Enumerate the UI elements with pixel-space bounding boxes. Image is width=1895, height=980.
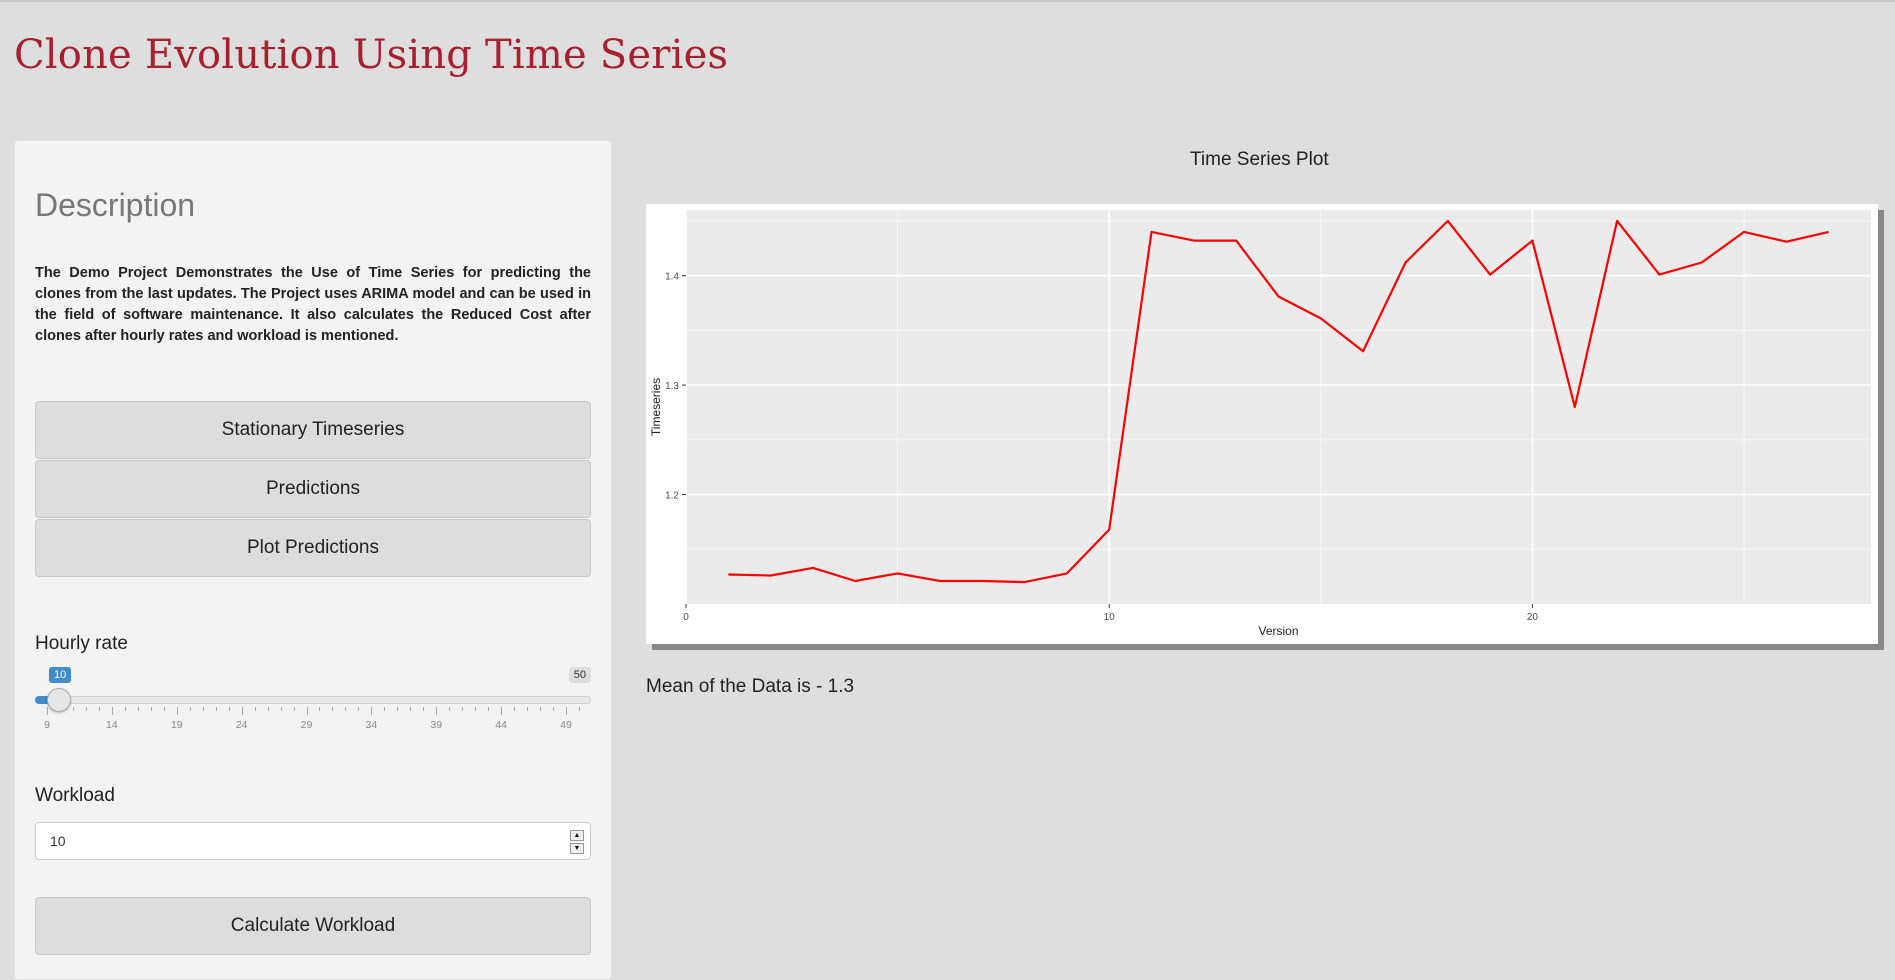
slider-tick [202, 707, 204, 711]
slider-tick-label: 39 [430, 719, 443, 731]
slider-tick [98, 707, 100, 711]
plot-panel [686, 210, 1871, 604]
slider-tick [371, 707, 373, 715]
calculate-workload-button[interactable]: Calculate Workload [35, 897, 591, 955]
y-tick-label: 1.3 [665, 381, 679, 392]
slider-handle[interactable] [47, 688, 71, 712]
slider-tick [475, 707, 477, 711]
slider-tick [228, 707, 230, 711]
sidebar-panel: Description The Demo Project Demonstrate… [14, 140, 612, 980]
slider-tick [514, 707, 516, 711]
slider-tick [423, 707, 425, 711]
slider-tick [462, 707, 464, 711]
slider-tick [163, 707, 165, 711]
time-series-chart: 1.2 1.3 1.4 0 10 20 Version Timeseries [649, 210, 1871, 638]
slider-tick [488, 707, 490, 711]
hourly-rate-label: Hourly rate [35, 633, 128, 654]
slider-tick [449, 707, 451, 711]
slider-tick [436, 707, 438, 715]
slider-tick [72, 707, 74, 711]
x-tick-label: 0 [683, 612, 689, 623]
slider-tick [267, 707, 269, 711]
slider-track[interactable] [35, 696, 591, 704]
slider-tick [85, 707, 87, 711]
mean-output: Mean of the Data is - 1.3 [646, 676, 855, 697]
slider-tick [306, 707, 308, 715]
slider-tick [111, 707, 113, 715]
hourly-rate-slider[interactable]: 10 50 9 14 19 24 29 34 39 44 49 [35, 667, 591, 747]
slider-tick-label: 49 [560, 719, 572, 731]
slider-value-badge: 10 [49, 667, 72, 683]
slider-tick [384, 707, 386, 711]
slider-tick [553, 707, 555, 711]
slider-tick-label: 19 [170, 719, 183, 731]
workload-label: Workload [35, 785, 115, 806]
slider-tick [358, 707, 360, 711]
description-heading: Description [35, 187, 196, 223]
slider-tick [280, 707, 282, 711]
stationary-timeseries-button[interactable]: Stationary Timeseries [35, 401, 591, 459]
slider-tick [579, 707, 580, 711]
slider-tick-label: 34 [365, 719, 378, 731]
slider-tick-label: 29 [300, 719, 313, 731]
predictions-button[interactable]: Predictions [35, 460, 591, 518]
plot-image: 1.2 1.3 1.4 0 10 20 Version Timeseries [646, 204, 1878, 644]
slider-tick [540, 707, 542, 711]
slider-tick-label: 24 [235, 719, 248, 731]
y-tick-label: 1.2 [665, 491, 679, 502]
x-axis-label: Version [1258, 624, 1298, 638]
slider-tick [150, 707, 152, 711]
slider-tick-label: 9 [44, 719, 50, 731]
y-axis-label: Timeseries [649, 378, 663, 436]
slider-tick [254, 707, 256, 711]
plot-title: Time Series Plot [1190, 149, 1329, 170]
slider-tick [410, 707, 412, 711]
slider-tick [176, 707, 178, 715]
slider-tick [566, 707, 568, 715]
workload-spinner[interactable]: ▲ ▼ [570, 830, 584, 854]
slider-tick [345, 707, 347, 711]
slider-tick-label: 44 [495, 719, 507, 731]
slider-tick-label: 14 [106, 719, 118, 731]
slider-tick [501, 707, 503, 715]
slider-max-badge: 50 [568, 667, 591, 683]
description-text: The Demo Project Demonstrates the Use of… [35, 265, 591, 344]
slider-tick [137, 707, 139, 711]
x-tick-label: 10 [1104, 612, 1116, 623]
slider-tick [332, 707, 334, 711]
slider-tick [124, 707, 126, 711]
spinner-up-icon[interactable]: ▲ [570, 830, 584, 841]
slider-tick [527, 707, 529, 711]
slider-tick [189, 707, 191, 711]
series-line [728, 219, 1829, 584]
slider-tick [293, 707, 295, 711]
spinner-down-icon[interactable]: ▼ [570, 843, 584, 854]
workload-input[interactable] [35, 822, 591, 860]
slider-tick [47, 707, 48, 715]
plot-predictions-button[interactable]: Plot Predictions [35, 519, 591, 577]
y-tick-label: 1.4 [665, 272, 679, 283]
app-title: Clone Evolution Using Time Series [14, 32, 729, 78]
slider-tick [241, 707, 243, 715]
x-tick-label: 20 [1527, 612, 1539, 623]
slider-tick [397, 707, 399, 711]
slider-tick [215, 707, 217, 711]
slider-tick [319, 707, 321, 711]
